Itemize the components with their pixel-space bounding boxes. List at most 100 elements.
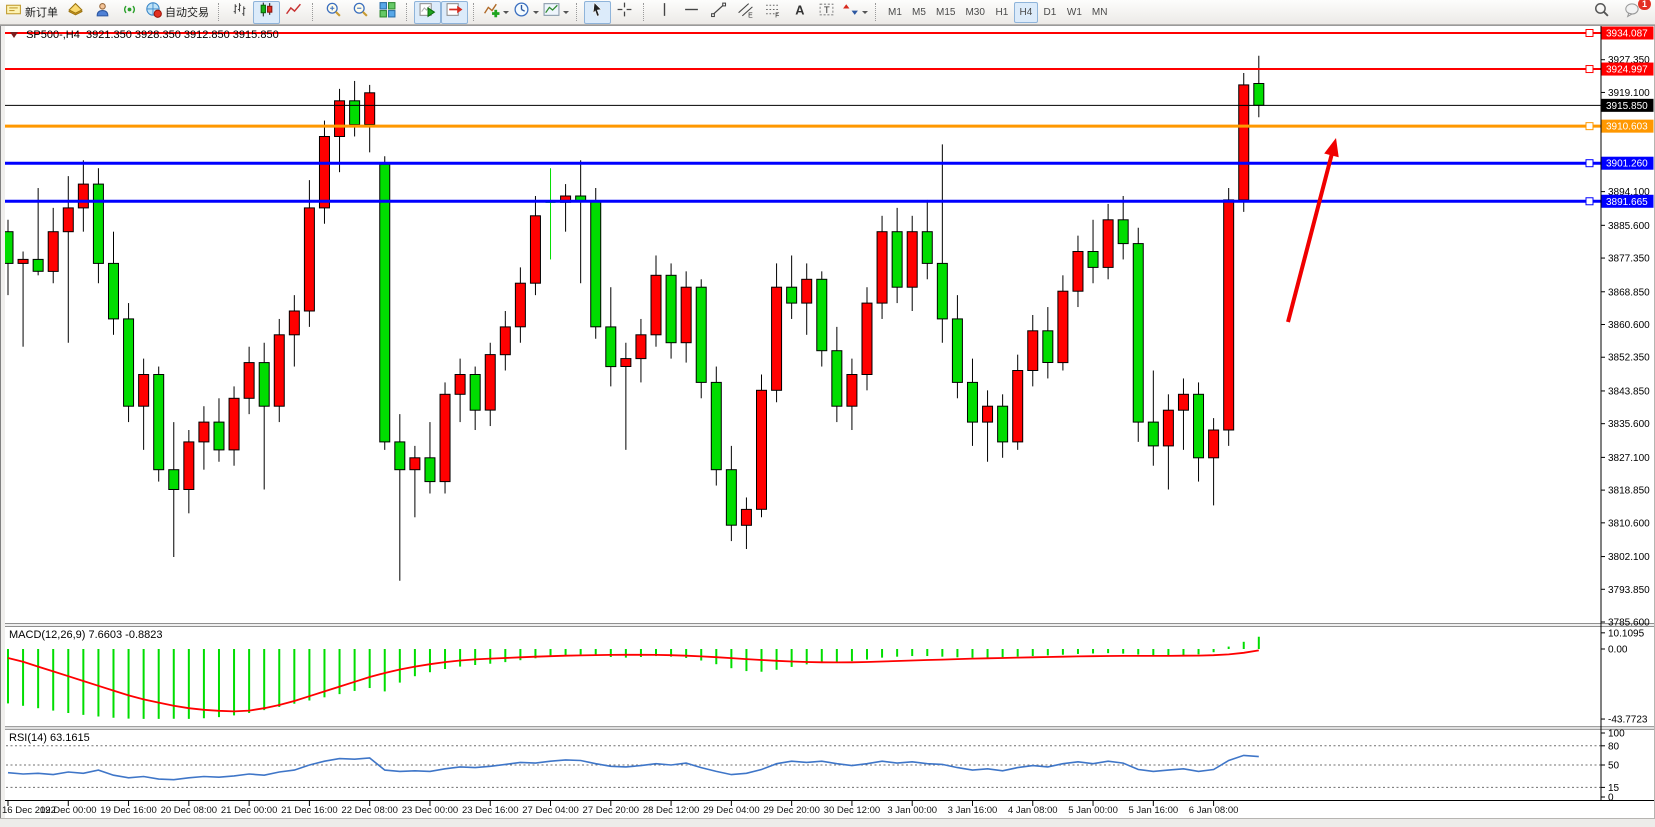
svg-text:29 Dec 04:00: 29 Dec 04:00 <box>703 805 760 816</box>
timeframe-m1-button[interactable]: M1 <box>888 6 902 18</box>
market-watch-button[interactable] <box>62 1 89 24</box>
svg-text:23 Dec 00:00: 23 Dec 00:00 <box>402 805 459 816</box>
price-badge <box>1601 156 1654 170</box>
symbol-label: SP500-,H4 <box>26 29 80 41</box>
templates-button[interactable] <box>541 1 571 24</box>
clock-icon <box>513 1 530 23</box>
svg-text:3910.603: 3910.603 <box>1606 122 1648 133</box>
candle <box>288 310 300 336</box>
arrows-button[interactable] <box>840 1 870 24</box>
zoom-in-button[interactable] <box>320 1 347 24</box>
candle <box>921 231 933 264</box>
svg-text:19 Dec 16:00: 19 Dec 16:00 <box>100 805 157 816</box>
ticket-icon <box>5 1 22 23</box>
vertical-line-button[interactable] <box>651 1 678 24</box>
bar-chart-mode-button[interactable] <box>226 1 253 24</box>
timeframe-h4-button[interactable]: H4 <box>1013 1 1038 23</box>
candle <box>590 200 602 328</box>
window-bottom-edge <box>0 818 1655 827</box>
timeframe-d1-button[interactable]: D1 <box>1043 6 1057 18</box>
line-chart-mode-button[interactable] <box>280 1 307 24</box>
horizontal-line-button[interactable] <box>678 1 705 24</box>
timeframe-mn-button[interactable]: MN <box>1091 6 1108 18</box>
toolbar-separator <box>473 3 478 21</box>
candle <box>394 441 406 471</box>
line-end-marker[interactable] <box>1585 122 1594 131</box>
svg-text:16 Dec 2022: 16 Dec 2022 <box>2 805 56 816</box>
timeframe-m5-button[interactable]: M5 <box>912 6 926 18</box>
svg-text:3827.100: 3827.100 <box>1608 453 1650 464</box>
navigator-button[interactable] <box>89 1 116 24</box>
candle <box>349 100 361 126</box>
book-icon <box>67 1 84 23</box>
candle <box>1072 251 1084 292</box>
trendline-button[interactable] <box>705 1 732 24</box>
notifications-button[interactable]: 1 <box>1619 0 1651 24</box>
candlestick-mode-button[interactable] <box>253 0 280 24</box>
svg-text:3919.100: 3919.100 <box>1608 88 1650 99</box>
trend-arrow[interactable] <box>1286 138 1339 323</box>
zoomout-icon <box>352 1 369 23</box>
line-end-marker[interactable] <box>1585 65 1594 74</box>
svg-text:3934.087: 3934.087 <box>1606 28 1648 39</box>
candle <box>831 350 843 407</box>
candle <box>364 92 376 126</box>
periods-button[interactable] <box>511 1 541 24</box>
linechart-icon <box>285 1 302 23</box>
macd-axis: 10.1095 0.00 -43.7723 <box>1601 628 1648 726</box>
auto-scroll-button[interactable] <box>414 0 441 24</box>
candle <box>1057 290 1069 364</box>
indicators-list-button[interactable] <box>481 1 511 24</box>
equidistant-channel-button[interactable]: E <box>732 1 759 24</box>
trendline-icon <box>710 1 727 23</box>
toolbar: 新订单 自动交易 E F A T M1 M5 M15 M30 H1 H4 D1 W1 MN 1 <box>0 0 1655 25</box>
svg-text:3 Jan 16:00: 3 Jan 16:00 <box>948 805 998 816</box>
candle <box>1208 429 1220 459</box>
line-end-marker[interactable] <box>1585 28 1594 37</box>
candle <box>1177 393 1189 411</box>
svg-text:100: 100 <box>1608 729 1625 740</box>
textA-icon: A <box>791 1 808 23</box>
timeframe-m15-button[interactable]: M15 <box>936 6 956 18</box>
cursor-button[interactable] <box>584 0 611 24</box>
candle <box>484 354 496 411</box>
timeframe-h1-button[interactable]: H1 <box>995 6 1009 18</box>
candle <box>258 362 270 407</box>
shift-icon <box>446 1 463 23</box>
tile-windows-button[interactable] <box>374 1 401 24</box>
line-end-marker[interactable] <box>1585 197 1594 206</box>
price-badge <box>1601 98 1654 112</box>
candle <box>514 282 526 328</box>
text-button[interactable]: A <box>786 1 813 24</box>
chevron-down-icon <box>503 10 509 14</box>
svg-text:3793.850: 3793.850 <box>1608 585 1650 596</box>
price-axis: 3927.350 3919.100 3894.100 3885.600 3877.350… <box>1601 26 1654 629</box>
toolbar-separator <box>576 3 581 21</box>
timeframe-w1-button[interactable]: W1 <box>1066 6 1082 18</box>
candle <box>1102 219 1114 268</box>
text-label-button[interactable]: T <box>813 1 840 24</box>
candle <box>62 207 74 233</box>
tile-icon <box>379 1 396 23</box>
candle <box>936 262 948 320</box>
new-order-button[interactable]: 新订单 <box>3 1 62 24</box>
search-button[interactable] <box>1588 1 1615 24</box>
chart-shift-button[interactable] <box>441 0 468 24</box>
candles-icon <box>258 1 275 23</box>
svg-text:3927.350: 3927.350 <box>1608 55 1650 66</box>
svg-text:-43.7723: -43.7723 <box>1608 715 1648 726</box>
chevron-down-icon <box>10 32 18 38</box>
svg-text:3843.850: 3843.850 <box>1608 386 1650 397</box>
signals-button[interactable] <box>116 1 143 24</box>
candle <box>1012 370 1024 443</box>
timeframe-m30-button[interactable]: M30 <box>965 6 985 18</box>
zoom-out-button[interactable] <box>347 1 374 24</box>
line-end-marker[interactable] <box>1585 159 1594 168</box>
candle <box>243 362 255 399</box>
auto-trading-button[interactable]: 自动交易 <box>143 1 213 24</box>
candle <box>1253 83 1265 106</box>
crosshair-button[interactable] <box>611 1 638 24</box>
candle <box>846 374 858 407</box>
fibonacci-retracement-button[interactable]: F <box>759 1 786 24</box>
